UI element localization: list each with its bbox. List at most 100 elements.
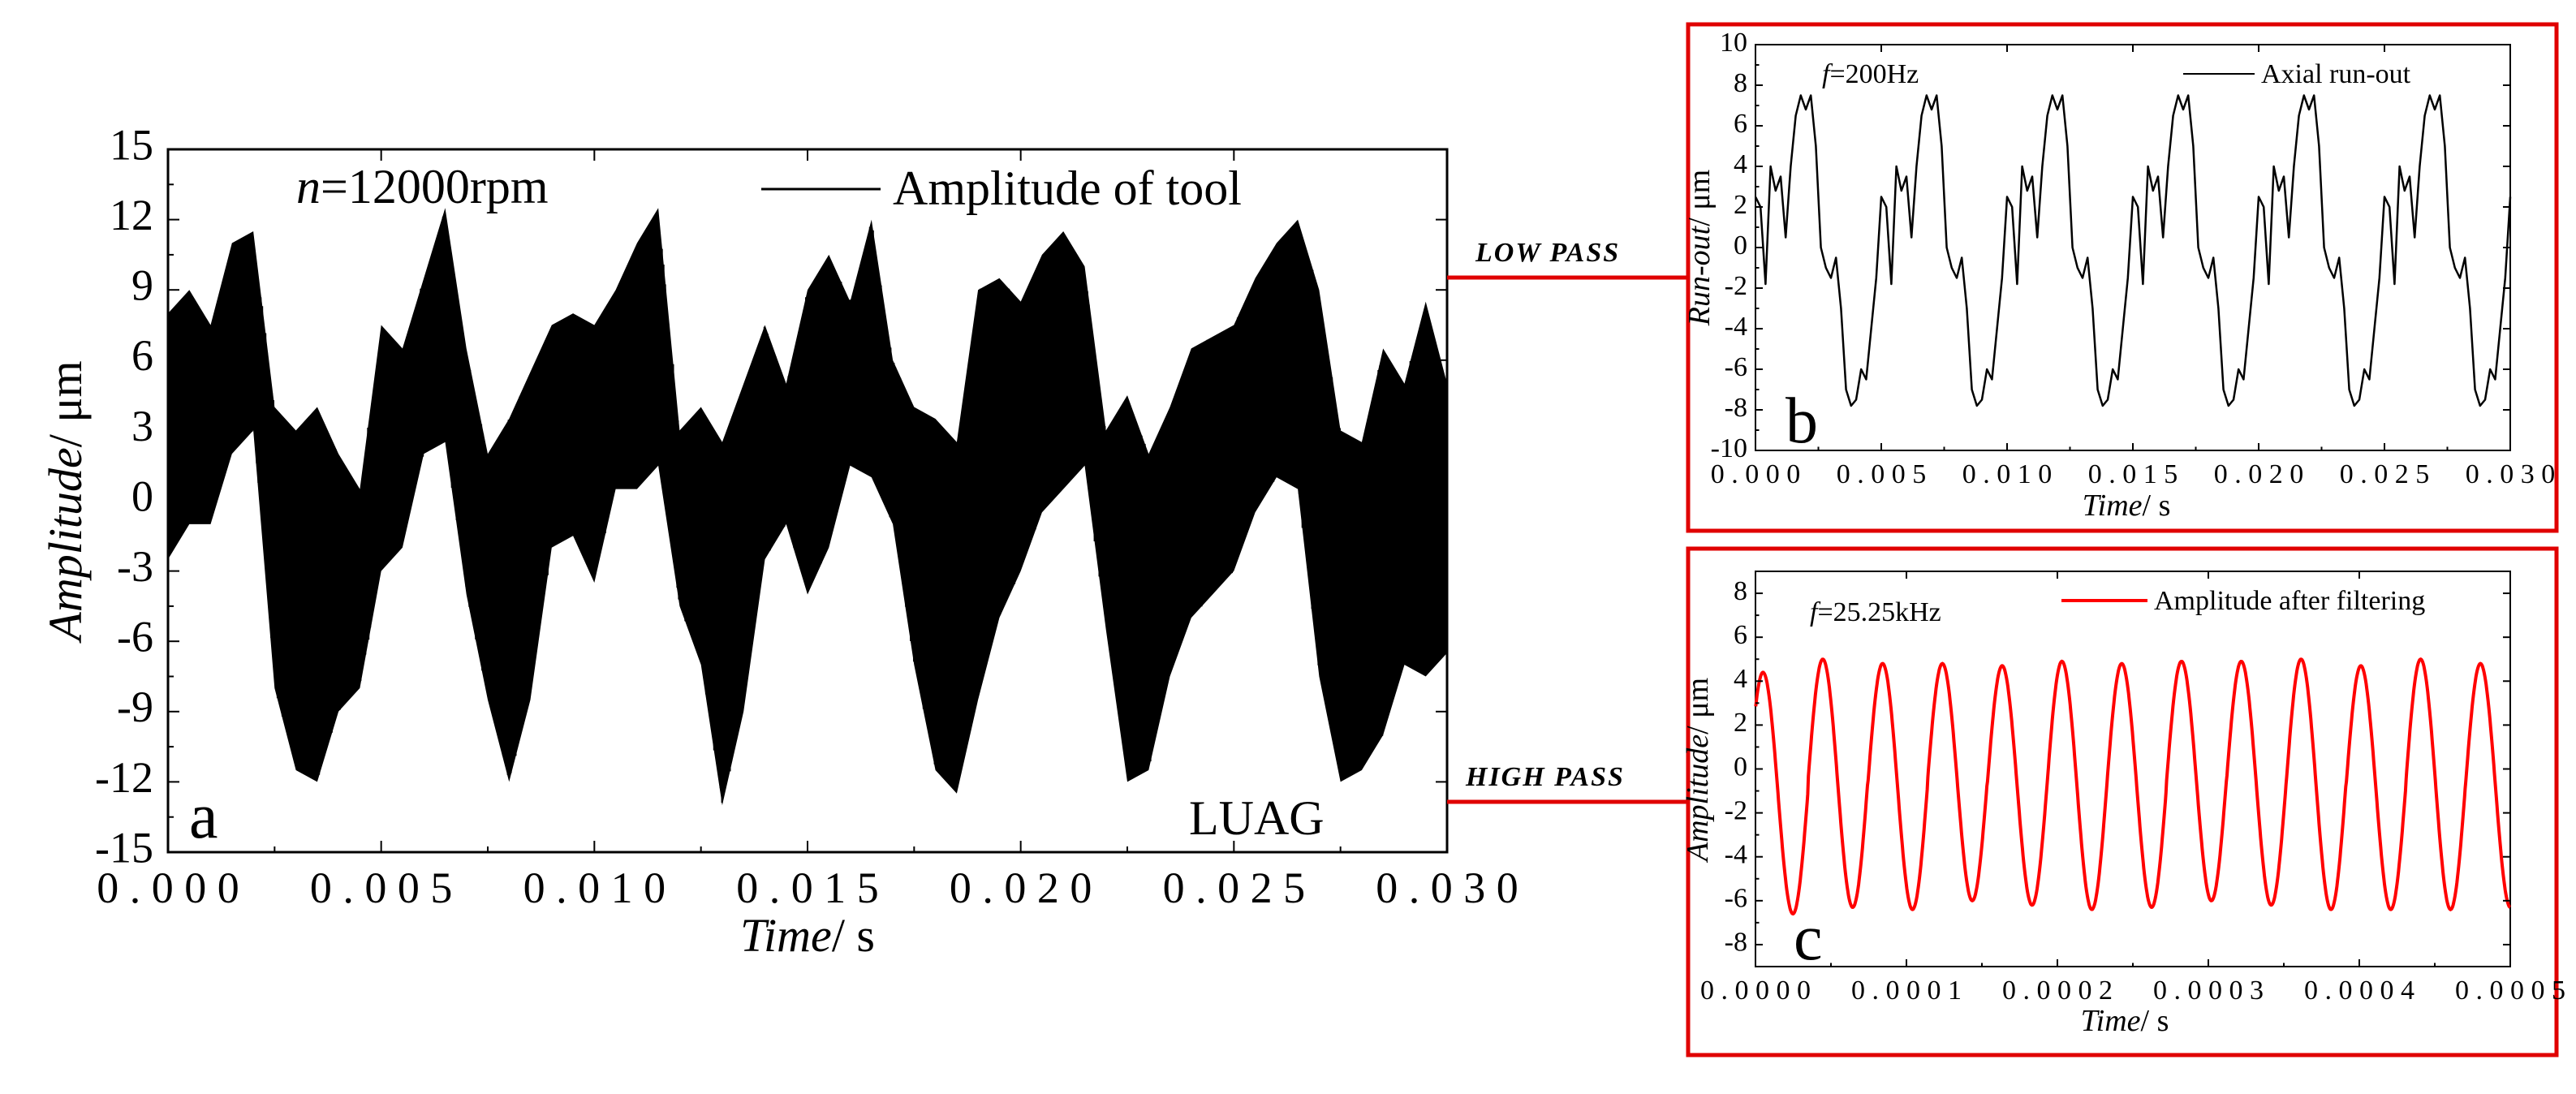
x-tick-label: 0 . 0 0 0 [97, 864, 239, 912]
panel-c: 0 . 0 0 0 0 0 . 0 0 0 1 0 . 0 0 0 2 0 . 0 0… [1681, 546, 2565, 1057]
y-tick-label: -9 [117, 683, 153, 731]
y-tick-label: 3 [131, 402, 153, 450]
y-tick-label: 4 [1734, 664, 1747, 694]
x-tick-label: 0 . 0 2 5 [2340, 459, 2430, 489]
panel-c-legend-label: Amplitude after filtering [2154, 586, 2425, 616]
x-tick-label: 0 . 0 0 0 1 [1851, 976, 1962, 1006]
y-tick-label: 6 [1734, 109, 1747, 139]
panel-c-x-axis-title: Time/ s [2081, 1004, 2169, 1038]
panel-a-x-axis-title: Time/ s [740, 909, 875, 962]
panel-c-x-axis-title-unit: / s [2141, 1004, 2169, 1038]
y-tick-label: 15 [110, 120, 153, 169]
y-tick-label: -2 [1725, 271, 1747, 301]
panel-c-x-ticks: 0 . 0 0 0 0 0 . 0 0 0 1 0 . 0 0 0 2 0 . 0 0… [1700, 571, 2565, 1006]
panel-a-annotation-var: n [296, 160, 321, 213]
panel-a-corner-text: LUAG [1189, 791, 1325, 845]
x-tick-label: 0 . 0 0 0 4 [2304, 976, 2414, 1006]
panel-a-y-axis-title-unit: / μm [39, 360, 92, 447]
x-tick-label: 0 . 0 2 0 [950, 864, 1092, 912]
x-tick-label: 0 . 0 3 0 [2466, 459, 2556, 489]
y-tick-label: 0 [1734, 230, 1747, 261]
panel-c-y-axis-title-italic: Amplitude [1681, 734, 1715, 864]
panel-c-y-axis-title: Amplitude/ μm [1681, 678, 1715, 864]
panel-b-legend-label: Axial run-out [2261, 59, 2411, 89]
panel-a-y-ticks: -15 -12 -9 -6 -3 0 3 6 9 12 15 [95, 120, 1447, 872]
panel-a: 0 . 0 0 0 0 . 0 0 5 0 . 0 1 0 0 . 0 1 5 0 . … [39, 120, 1518, 962]
y-tick-label: -4 [1725, 840, 1747, 870]
y-tick-label: -6 [1725, 352, 1747, 382]
panel-b-x-ticks: 0 . 0 0 0 0 . 0 0 5 0 . 0 1 0 0 . 0 1 5 0 . … [1711, 45, 2556, 489]
x-tick-label: 0 . 0 2 5 [1163, 864, 1306, 912]
x-tick-label: 0 . 0 0 0 5 [2455, 976, 2565, 1006]
panel-b-x-axis-title-unit: / s [2143, 489, 2171, 523]
panel-a-plot [167, 208, 1448, 806]
x-tick-label: 0 . 0 1 0 [1962, 459, 2053, 489]
y-tick-label: -6 [1725, 884, 1747, 914]
panel-b-y-axis-title: Run-out/ μm [1682, 170, 1717, 326]
panel-a-x-axis-title-unit: / s [832, 909, 875, 962]
y-tick-label: 6 [1734, 620, 1747, 650]
y-tick-label: 10 [1720, 28, 1747, 58]
panel-b-outer-frame [1686, 22, 2559, 533]
y-tick-label: 8 [1734, 68, 1747, 98]
x-tick-label: 0 . 0 0 5 [1837, 459, 1927, 489]
panel-b-plot [1754, 94, 2512, 407]
panel-a-x-axis-title-italic: Time [740, 909, 832, 962]
amplitude-of-tool-line [167, 216, 1448, 803]
y-tick-label: 12 [110, 191, 153, 239]
x-tick-label: 0 . 0 1 5 [736, 864, 879, 912]
panel-a-annotation-rest: =12000rpm [321, 160, 549, 213]
panel-a-y-axis-title-italic: Amplitude [39, 447, 92, 644]
panel-b-x-axis-title: Time/ s [2083, 489, 2171, 523]
x-tick-label: 0 . 0 2 0 [2214, 459, 2304, 489]
y-tick-label: 9 [131, 261, 153, 310]
y-tick-label: -6 [117, 613, 153, 661]
x-tick-label: 0 . 0 3 0 [1376, 864, 1518, 912]
panel-a-x-ticks: 0 . 0 0 0 0 . 0 0 5 0 . 0 1 0 0 . 0 1 5 0 . … [97, 149, 1518, 912]
panel-c-annotation-rest: =25.25kHz [1817, 597, 1941, 627]
panel-c-y-axis-title-unit: / μm [1681, 678, 1715, 734]
connectors: LOW PASS HIGH PASS [1447, 238, 1688, 804]
panel-a-panel-letter: a [189, 781, 218, 852]
y-tick-label: 2 [1734, 190, 1747, 220]
panel-a-y-axis-title: Amplitude/ μm [39, 360, 92, 644]
low-pass-label: LOW PASS [1475, 238, 1620, 268]
y-tick-label: 8 [1734, 576, 1747, 606]
x-tick-label: 0 . 0 0 0 [1711, 459, 1801, 489]
y-tick-label: 6 [131, 331, 153, 380]
x-tick-label: 0 . 0 0 0 0 [1700, 976, 1811, 1006]
panel-b-y-ticks: -10 -8 -6 -4 -2 0 2 4 6 8 10 [1711, 28, 2510, 463]
panel-b-y-axis-title-unit: / μm [1682, 170, 1717, 226]
x-tick-label: 0 . 0 1 5 [2088, 459, 2178, 489]
y-tick-label: 0 [131, 472, 153, 520]
panel-b-panel-letter: b [1786, 385, 1818, 457]
amplitude-after-filtering-line [1754, 657, 2511, 916]
panel-b-annotation: f=200Hz [1822, 59, 1919, 89]
panel-c-x-axis-title-italic: Time [2081, 1004, 2141, 1038]
x-tick-label: 0 . 0 1 0 [523, 864, 666, 912]
panel-b-x-axis-title-italic: Time [2083, 489, 2143, 523]
panel-a-annotation: n=12000rpm [296, 160, 549, 213]
y-tick-label: -10 [1711, 433, 1747, 463]
y-tick-label: -8 [1725, 393, 1747, 423]
y-tick-label: 0 [1734, 752, 1747, 782]
y-tick-label: 4 [1734, 149, 1747, 179]
panel-b-annotation-rest: =200Hz [1829, 59, 1919, 89]
y-tick-label: -4 [1725, 312, 1747, 342]
y-tick-label: -2 [1725, 795, 1747, 825]
y-tick-label: -15 [95, 823, 153, 872]
panel-c-y-ticks: -8 -6 -4 -2 0 2 4 6 8 [1725, 576, 2510, 958]
x-tick-label: 0 . 0 0 0 2 [2002, 976, 2113, 1006]
y-tick-label: -12 [95, 753, 153, 802]
high-pass-label: HIGH PASS [1465, 762, 1625, 792]
x-tick-label: 0 . 0 0 0 3 [2153, 976, 2264, 1006]
y-tick-label: -3 [117, 542, 153, 591]
panel-c-plot [1754, 657, 2511, 916]
y-tick-label: 2 [1734, 708, 1747, 738]
axial-run-out-line [1754, 94, 2512, 407]
y-tick-label: -8 [1725, 928, 1747, 958]
panel-c-panel-letter: c [1794, 902, 1823, 974]
panel-c-annotation: f=25.25kHz [1810, 597, 1941, 627]
panel-b: 0 . 0 0 0 0 . 0 0 5 0 . 0 1 0 0 . 0 1 5 0 . … [1682, 22, 2559, 533]
